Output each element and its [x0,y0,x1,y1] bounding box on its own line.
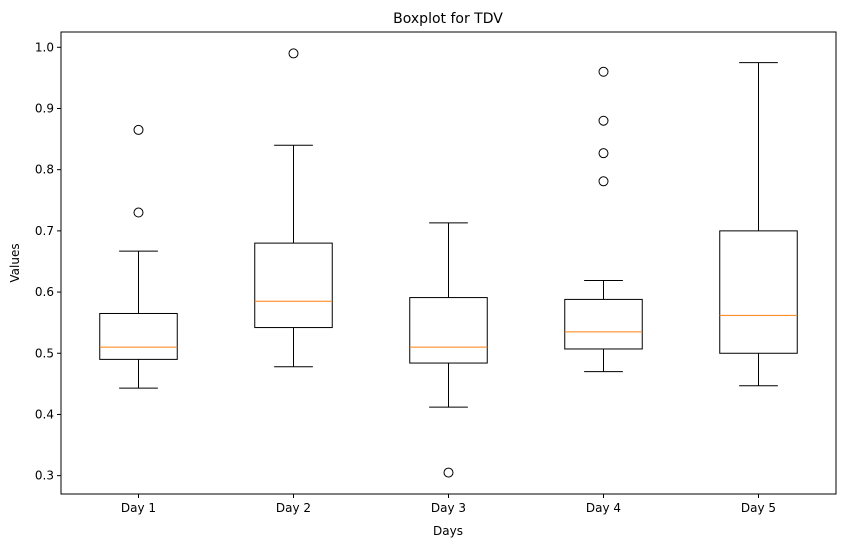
y-tick-label: 0.9 [35,101,54,115]
box-iqr [564,298,643,350]
box-group [564,66,643,373]
outlier-point [288,48,299,59]
outlier-point [443,467,454,478]
y-tick-label: 1.0 [35,40,54,54]
outlier-point [598,176,609,187]
x-tick-label: Day 1 [121,501,156,515]
x-tick-label: Day 3 [431,501,466,515]
y-tick-label: 0.7 [35,224,54,238]
x-axis-title: Days [433,524,463,538]
chart-title: Boxplot for TDV [393,11,503,27]
y-tick-label: 0.8 [35,163,54,177]
y-tick-label: 0.6 [35,285,54,299]
plot-area [99,48,798,478]
box-group [409,222,488,478]
box-iqr [254,242,333,329]
x-tick-label: Day 5 [741,501,776,515]
y-tick-label: 0.4 [35,407,54,421]
y-tick-label: 0.5 [35,346,54,360]
box-iqr [719,230,798,354]
box-group [719,62,798,387]
y-tick-label: 0.3 [35,469,54,483]
box-group [254,48,333,368]
outlier-point [598,66,609,77]
x-tick-label: Day 2 [276,501,311,515]
outlier-point [133,207,144,218]
outlier-point [133,124,144,135]
outlier-point [598,148,609,159]
box-iqr [409,297,488,364]
x-tick-label: Day 4 [586,501,621,515]
box-group [99,124,178,389]
box-iqr [99,312,178,360]
y-axis-title: Values [8,243,22,282]
x-axis: Day 1 Day 2 Day 3 Day 4 Day 5 [121,494,776,515]
outlier-point [598,115,609,126]
y-axis: 0.3 0.4 0.5 0.6 0.7 0.8 0.9 1.0 [35,40,61,483]
